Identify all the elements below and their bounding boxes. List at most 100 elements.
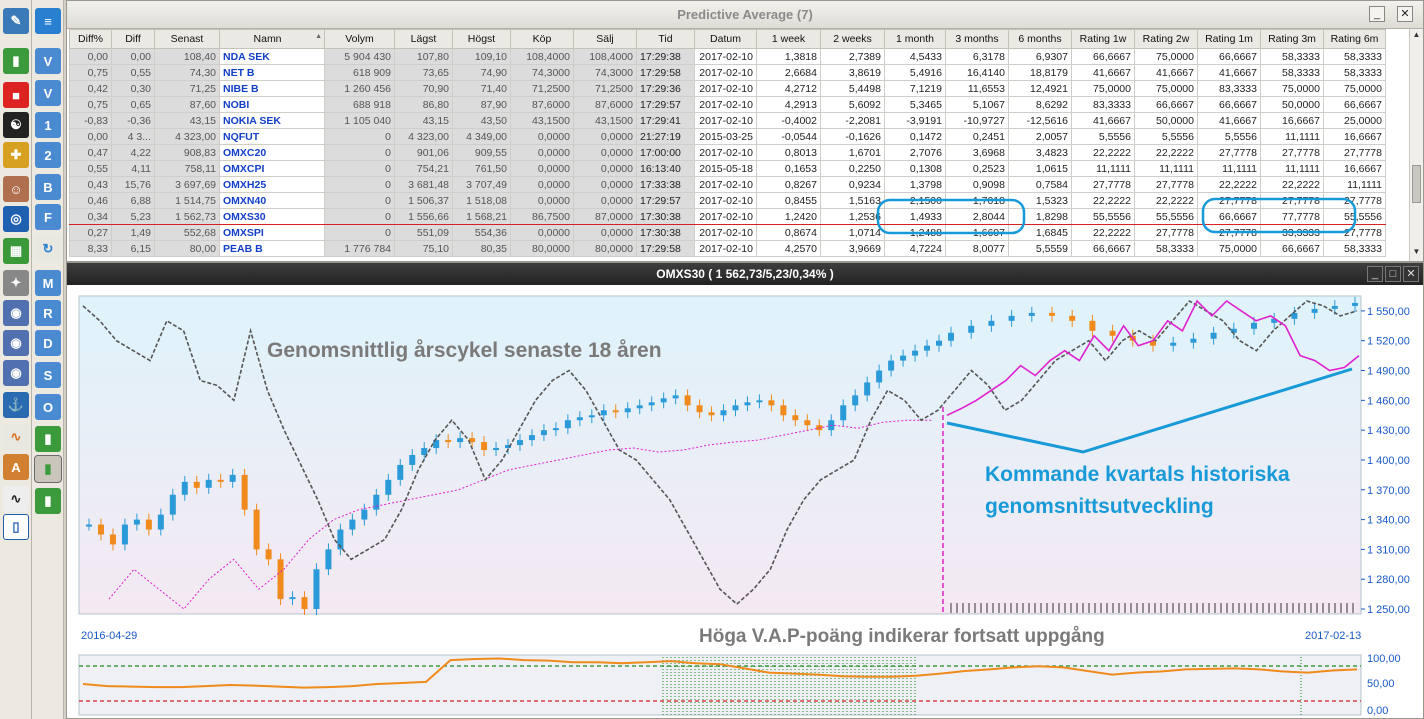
waveform-icon[interactable]: ∿	[3, 486, 29, 512]
table-row[interactable]: 0,27 1,49 552,68 OMXSPI 0 551,09 554,36 0,0000 0…	[69, 224, 1386, 241]
table-cell: 58,3333	[1323, 48, 1386, 65]
indicator-v2-icon[interactable]: V	[35, 80, 61, 106]
yin-yang-icon[interactable]: ☯	[3, 112, 29, 138]
table-cell: 27,7778	[1197, 144, 1261, 161]
column-header[interactable]: Rating 1m	[1197, 29, 1261, 49]
indicator-o-icon[interactable]: O	[35, 394, 61, 420]
table-cell: 0	[324, 144, 395, 161]
list-icon[interactable]: ≡	[35, 8, 61, 34]
user-avatar-icon[interactable]: ☺	[3, 176, 29, 202]
table-row[interactable]: 0,46 6,88 1 514,75 OMXN40 0 1 506,37 1 518,08 0…	[69, 192, 1386, 209]
column-header[interactable]: Rating 6m	[1323, 29, 1386, 49]
bar-chart-green-icon[interactable]: ▮	[35, 426, 61, 452]
close-button[interactable]: ✕	[1397, 6, 1413, 22]
table-row[interactable]: 0,00 0,00 108,40 NDA SEK 5 904 430 107,80 109,…	[69, 48, 1386, 65]
column-header[interactable]: Rating 1w	[1071, 29, 1135, 49]
table-cell: -3,9191	[884, 112, 946, 129]
swirl-icon[interactable]: ◎	[3, 206, 29, 232]
column-header[interactable]: Diff	[111, 29, 155, 49]
table-row[interactable]: 0,43 15,76 3 697,69 OMXH25 0 3 681,48 3 707,49…	[69, 176, 1386, 193]
chart-close-icon[interactable]: ✕	[1403, 266, 1419, 282]
indicator-v-icon[interactable]: V	[35, 48, 61, 74]
adx-icon[interactable]: A	[3, 454, 29, 480]
table-cell: 2,7389	[820, 48, 885, 65]
column-header[interactable]: 6 months	[1008, 29, 1072, 49]
bar-chart-icon[interactable]: ▮	[3, 48, 29, 74]
column-header[interactable]: Köp	[510, 29, 574, 49]
compass-icon[interactable]: ✦	[3, 270, 29, 296]
column-header[interactable]: Diff%	[69, 29, 112, 49]
column-header[interactable]: Senast	[154, 29, 220, 49]
table-cell: 0,55	[111, 64, 155, 81]
column-header[interactable]: Volym	[324, 29, 395, 49]
column-header[interactable]: Tid	[636, 29, 695, 49]
chart-restore-icon[interactable]: □	[1385, 266, 1401, 282]
column-header[interactable]: Sälj	[573, 29, 637, 49]
indicator-s-icon[interactable]: S	[35, 362, 61, 388]
table-cell: 2017-02-10	[694, 144, 757, 161]
table-cell: 0,34	[69, 208, 112, 225]
column-header[interactable]: Rating 3m	[1260, 29, 1324, 49]
table-cell: 2017-02-10	[694, 48, 757, 65]
bar-chart-alt-icon[interactable]: ▮	[35, 488, 61, 514]
column-header[interactable]: Namn ▲	[219, 29, 325, 49]
table-cell: 80,0000	[510, 240, 574, 257]
table-row[interactable]: 0,75 0,65 87,60 NOBI 688 918 86,80 87,90 87,600…	[69, 96, 1386, 113]
column-header[interactable]: 1 week	[756, 29, 821, 49]
table-cell: 0,2451	[945, 128, 1009, 145]
minimize-button[interactable]: _	[1369, 6, 1385, 22]
globe-alt-icon[interactable]: ◉	[3, 330, 29, 356]
column-header[interactable]: Högst	[452, 29, 511, 49]
indicator-d-icon[interactable]: D	[35, 330, 61, 356]
table-row[interactable]: 0,55 4,11 758,11 OMXCPI 0 754,21 761,50 0,0000 0…	[69, 160, 1386, 177]
table-row[interactable]: -0,83 -0,36 43,15 NOKIA SEK 1 105 040 43,15 43…	[69, 112, 1386, 129]
table-cell: 0,55	[69, 160, 112, 177]
candle-body	[528, 435, 535, 441]
table-row[interactable]: 0,34 5,23 1 562,73 OMXS30 0 1 556,66 1 568,21 8…	[69, 208, 1386, 225]
table-cell: 27,7778	[1134, 176, 1198, 193]
candle-body	[229, 474, 236, 482]
table-cell: 4 323,00	[394, 128, 453, 145]
trend-line-icon[interactable]: ∿	[3, 424, 29, 450]
scroll-thumb[interactable]	[1412, 165, 1421, 203]
table-cell: 58,3333	[1323, 240, 1386, 257]
table-cell: 3,6968	[945, 144, 1009, 161]
cycle-icon[interactable]: ↻	[35, 236, 61, 262]
document-icon[interactable]: ▯	[3, 514, 29, 540]
wrench-icon[interactable]: ✎	[3, 8, 29, 34]
column-header[interactable]: 2 weeks	[820, 29, 885, 49]
indicator-1-icon[interactable]: 1	[35, 112, 61, 138]
column-header[interactable]: 1 month	[884, 29, 946, 49]
column-header[interactable]: Datum	[694, 29, 757, 49]
indicator-2-icon[interactable]: 2	[35, 142, 61, 168]
table-row[interactable]: 0,00 4 3... 4 323,00 NQFUT 0 4 323,00 4 349,00…	[69, 128, 1386, 145]
table-cell: 4,22	[111, 144, 155, 161]
table-scrollbar[interactable]: ▲ ▼	[1409, 29, 1423, 261]
calendar-icon[interactable]: ▦	[3, 238, 29, 264]
table-row[interactable]: 0,75 0,55 74,30 NET B 618 909 73,65 74,90 74,30…	[69, 64, 1386, 81]
candle-body	[505, 445, 512, 449]
globe-third-icon[interactable]: ◉	[3, 360, 29, 386]
candle-body	[181, 481, 188, 495]
bar-chart-active-icon[interactable]: ▮	[34, 455, 62, 483]
price-tick-label: 1 340,00	[1367, 515, 1410, 527]
column-header[interactable]: Rating 2w	[1134, 29, 1198, 49]
anchor-icon[interactable]: ⚓	[3, 392, 29, 418]
stop-icon[interactable]: ■	[3, 82, 29, 108]
chart-minimize-icon[interactable]: _	[1367, 266, 1383, 282]
indicator-r-icon[interactable]: R	[35, 300, 61, 326]
column-header[interactable]: Lägst	[394, 29, 453, 49]
indicator-f-icon[interactable]: F	[35, 204, 61, 230]
scroll-down-arrow-icon[interactable]: ▼	[1412, 247, 1421, 256]
globe-icon[interactable]: ◉	[3, 300, 29, 326]
scroll-up-arrow-icon[interactable]: ▲	[1412, 30, 1421, 39]
pin-icon[interactable]: ✚	[3, 142, 29, 168]
column-header[interactable]: 3 months	[945, 29, 1009, 49]
indicator-m-icon[interactable]: M	[35, 270, 61, 296]
table-row[interactable]: 0,47 4,22 908,83 OMXC20 0 901,06 909,55 0,0000 0…	[69, 144, 1386, 161]
table-cell: 66,6667	[1134, 96, 1198, 113]
price-chart[interactable]: 1 550,00 1 520,00 1 490,00 1 460,00 1 430,00…	[67, 285, 1423, 718]
indicator-b-icon[interactable]: B	[35, 174, 61, 200]
